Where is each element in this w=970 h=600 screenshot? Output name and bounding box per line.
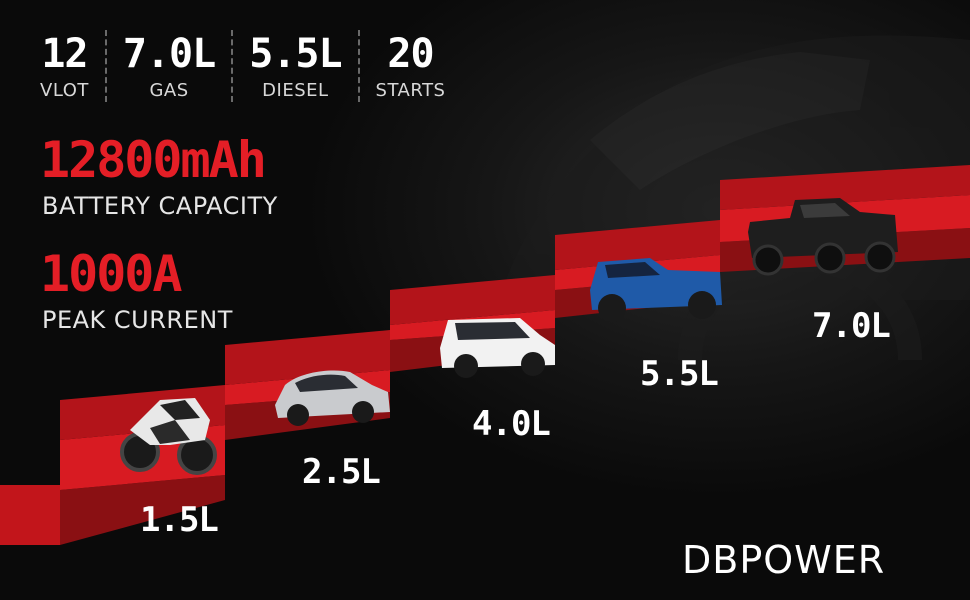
- step-label-1-5l: 1.5L: [140, 500, 219, 540]
- spec-value: 7.0L: [122, 31, 216, 77]
- peak-current-value: 1000A: [40, 245, 183, 303]
- step-label-2-5l: 2.5L: [302, 452, 381, 492]
- spec-label: GAS: [149, 80, 189, 101]
- spec-label: VLOT: [40, 80, 89, 101]
- spec-diesel: 5.5L DIESEL: [231, 30, 357, 102]
- battery-capacity-label: BATTERY CAPACITY: [42, 192, 278, 220]
- spec-voltage: 12 VLOT: [40, 30, 105, 102]
- peak-current-label: PEAK CURRENT: [42, 306, 233, 334]
- step-label-4-0l: 4.0L: [472, 404, 551, 444]
- battery-capacity-value: 12800mAh: [40, 131, 267, 189]
- spec-value: 5.5L: [249, 31, 342, 77]
- spec-label: DIESEL: [262, 80, 329, 101]
- step-label-7-0l: 7.0L: [812, 306, 891, 346]
- spec-gas: 7.0L GAS: [104, 30, 231, 102]
- pickup-truck-icon: [590, 258, 722, 322]
- suv-icon: [440, 318, 555, 378]
- spec-label: STARTS: [375, 80, 446, 101]
- sedan-icon: [275, 370, 390, 426]
- brand-logo: DBPOWER: [682, 538, 886, 582]
- motorcycle-icon: [120, 398, 217, 475]
- spec-value: 12: [41, 31, 88, 77]
- spec-value: 20: [387, 31, 434, 77]
- step-label-5-5l: 5.5L: [640, 354, 719, 394]
- spec-starts: 20 STARTS: [357, 30, 462, 102]
- heavy-truck-icon: [748, 198, 898, 276]
- spec-row: 12 VLOT 7.0L GAS 5.5L DIESEL 20 STARTS: [40, 30, 462, 102]
